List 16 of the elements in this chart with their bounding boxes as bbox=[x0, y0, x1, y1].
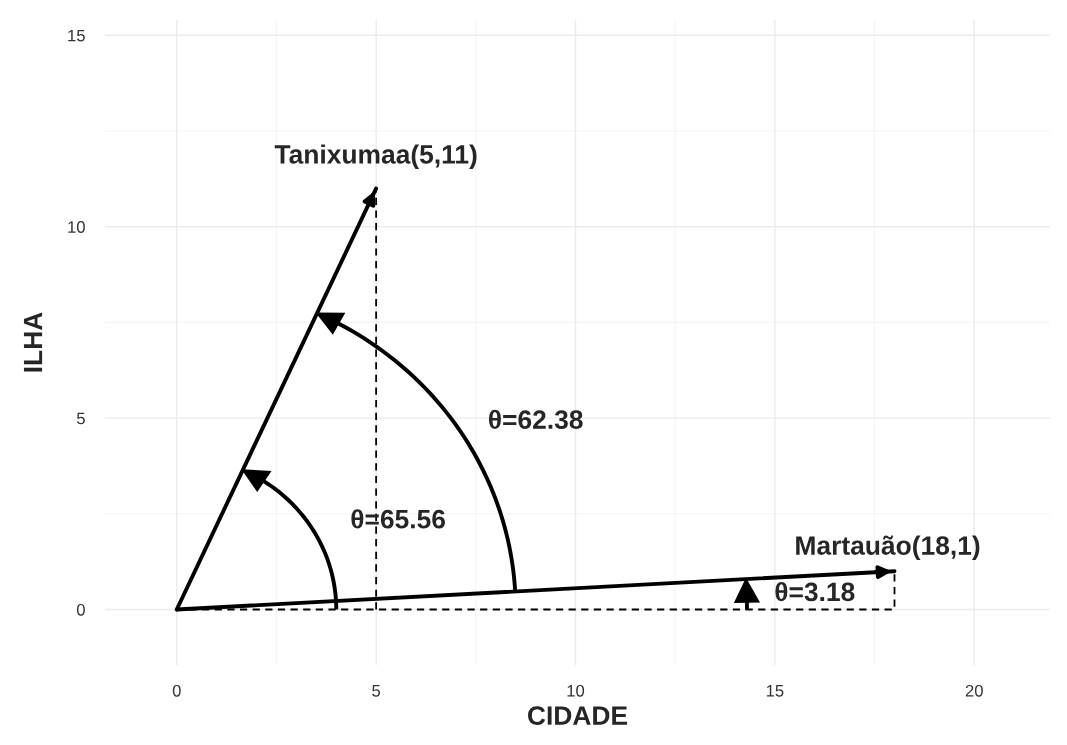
x-tick-label: 15 bbox=[766, 685, 784, 697]
x-axis-title: CIDADE bbox=[528, 706, 628, 725]
annotation: Martauão(18,1) bbox=[796, 535, 980, 561]
annotation: θ=62.38 bbox=[488, 409, 583, 430]
x-tick-label: 5 bbox=[372, 685, 381, 697]
y-tick-label: 5 bbox=[76, 412, 85, 425]
x-tick-label: 0 bbox=[172, 684, 181, 697]
y-axis-title: ILHA bbox=[23, 312, 43, 372]
y-tick-label: 0 bbox=[76, 603, 85, 616]
y-tick-label: 15 bbox=[68, 29, 85, 42]
x-tick-label: 10 bbox=[567, 684, 585, 697]
annotation: θ=65.56 bbox=[351, 509, 445, 529]
y-tick-label: 10 bbox=[68, 221, 85, 233]
annotation: θ=3.18 bbox=[775, 581, 855, 602]
annotation: Tanixumaa(5,11) bbox=[274, 144, 477, 169]
x-tick-label: 20 bbox=[965, 684, 983, 697]
